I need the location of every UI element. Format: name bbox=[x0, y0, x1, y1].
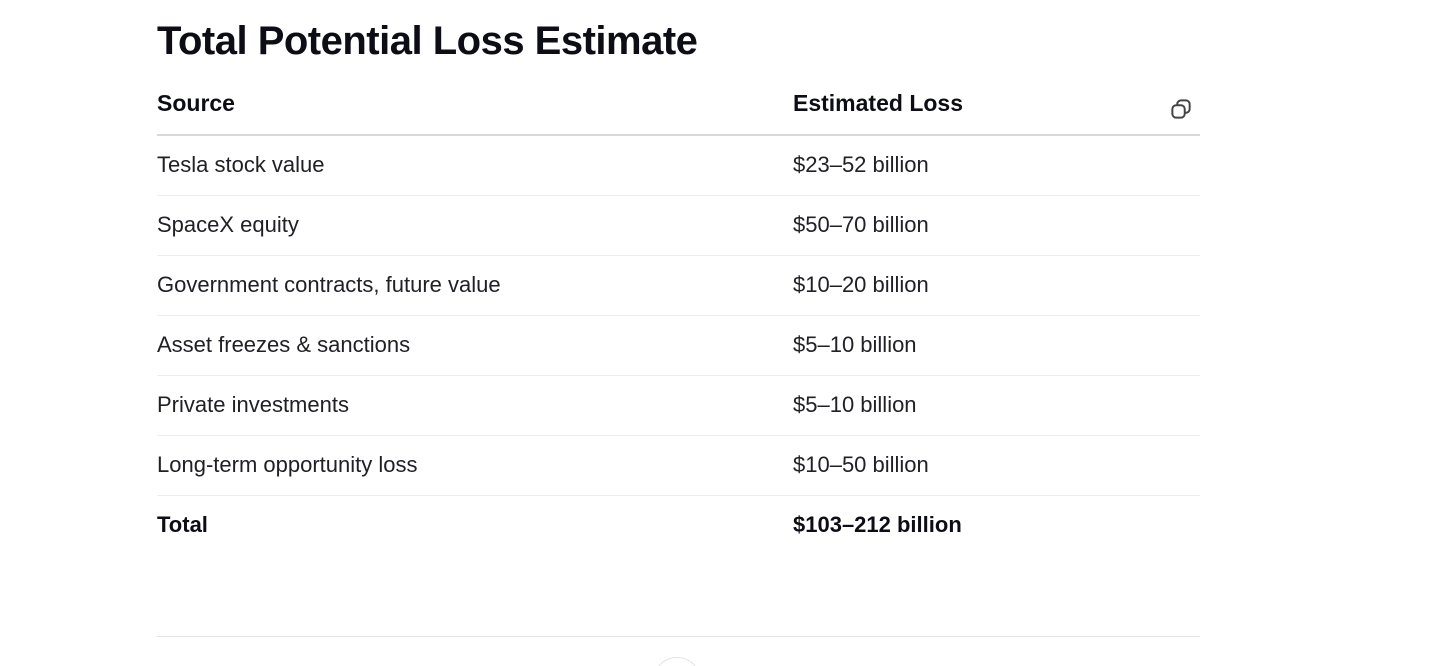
table-row: Asset freezes & sanctions $5–10 billion bbox=[157, 315, 1200, 376]
table-row: Long-term opportunity loss $10–50 billio… bbox=[157, 435, 1200, 496]
table-row: SpaceX equity $50–70 billion bbox=[157, 195, 1200, 256]
table-row: Total $103–212 billion bbox=[157, 495, 1200, 555]
estimated-loss-cell: $50–70 billion bbox=[793, 195, 1200, 256]
estimated-loss-cell: $10–50 billion bbox=[793, 435, 1200, 496]
source-cell: Long-term opportunity loss bbox=[157, 435, 793, 496]
page-title: Total Potential Loss Estimate bbox=[157, 19, 698, 63]
source-cell: Government contracts, future value bbox=[157, 255, 793, 316]
table-row: Government contracts, future value $10–2… bbox=[157, 255, 1200, 316]
column-header-source: Source bbox=[157, 66, 793, 136]
table-header-row: Source Estimated Loss bbox=[157, 66, 1200, 136]
estimated-loss-cell: $5–10 billion bbox=[793, 375, 1200, 436]
source-cell: Private investments bbox=[157, 375, 793, 436]
table-row: Tesla stock value $23–52 billion bbox=[157, 135, 1200, 196]
source-cell: Total bbox=[157, 512, 208, 538]
column-header-estimated-loss: Estimated Loss bbox=[793, 66, 1200, 136]
estimated-loss-cell: $5–10 billion bbox=[793, 315, 1200, 376]
estimated-loss-cell: $23–52 billion bbox=[793, 135, 1200, 196]
estimated-loss-cell: $10–20 billion bbox=[793, 255, 1200, 316]
content-divider bbox=[157, 636, 1200, 637]
loss-estimate-table: Source Estimated Loss Tesla stock value … bbox=[157, 66, 1200, 555]
table-row: Private investments $5–10 billion bbox=[157, 375, 1200, 436]
estimated-loss-cell: $103–212 billion bbox=[793, 512, 962, 538]
source-cell: Tesla stock value bbox=[157, 135, 793, 196]
copy-table-button[interactable] bbox=[1166, 94, 1196, 124]
source-cell: SpaceX equity bbox=[157, 195, 793, 256]
scroll-to-bottom-button[interactable] bbox=[653, 657, 701, 666]
message-content: Total Potential Loss Estimate Source Est… bbox=[157, 0, 1200, 666]
source-cell: Asset freezes & sanctions bbox=[157, 315, 793, 376]
copy-icon bbox=[1167, 95, 1195, 123]
table-body: Tesla stock value $23–52 billion SpaceX … bbox=[157, 135, 1200, 555]
